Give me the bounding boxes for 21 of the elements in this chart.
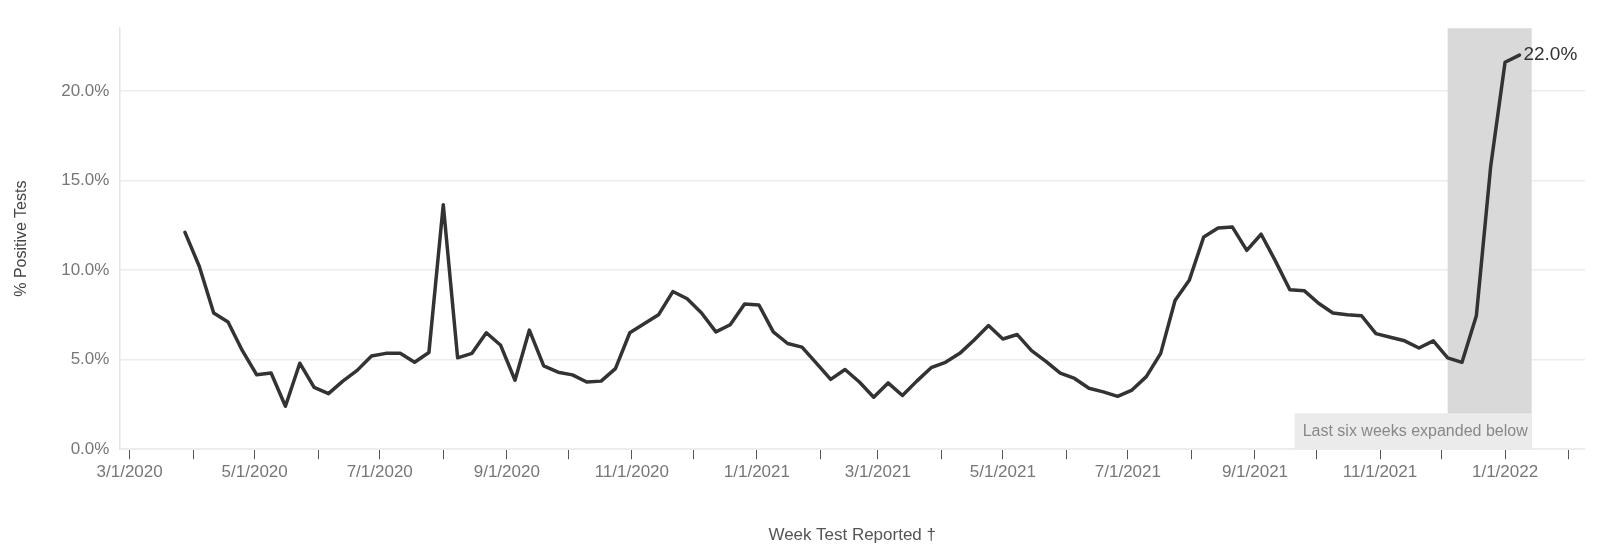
data-label: 22.0%: [1523, 43, 1578, 65]
x-axis-title: Week Test Reported †: [768, 525, 936, 545]
x-tick-label: 5/1/2021: [969, 462, 1036, 482]
y-tick-label: 0.0%: [70, 438, 110, 458]
y-tick-label: 20.0%: [61, 80, 110, 100]
y-tick-label: 5.0%: [70, 349, 110, 369]
y-tick-label: 15.0%: [61, 170, 110, 190]
x-tick-label: 11/1/2020: [594, 462, 670, 482]
x-tick-label: 11/1/2021: [1342, 462, 1418, 482]
x-tick-label: 7/1/2020: [346, 462, 413, 482]
x-tick-label: 3/1/2021: [844, 462, 911, 482]
x-tick-label: 7/1/2021: [1094, 462, 1161, 482]
x-tick-label: 1/1/2022: [1471, 462, 1539, 482]
x-tick-label: 9/1/2021: [1221, 462, 1289, 482]
band-label: Last six weeks expanded below: [1302, 421, 1529, 439]
x-tick-label: 3/1/2020: [96, 462, 163, 482]
x-tick-label: 9/1/2020: [473, 462, 540, 482]
y-tick-label: 10.0%: [61, 259, 110, 279]
x-tick-label: 5/1/2020: [221, 462, 288, 482]
y-axis-title: % Positive Tests: [12, 180, 30, 297]
x-tick-label: 1/1/2021: [723, 462, 790, 482]
